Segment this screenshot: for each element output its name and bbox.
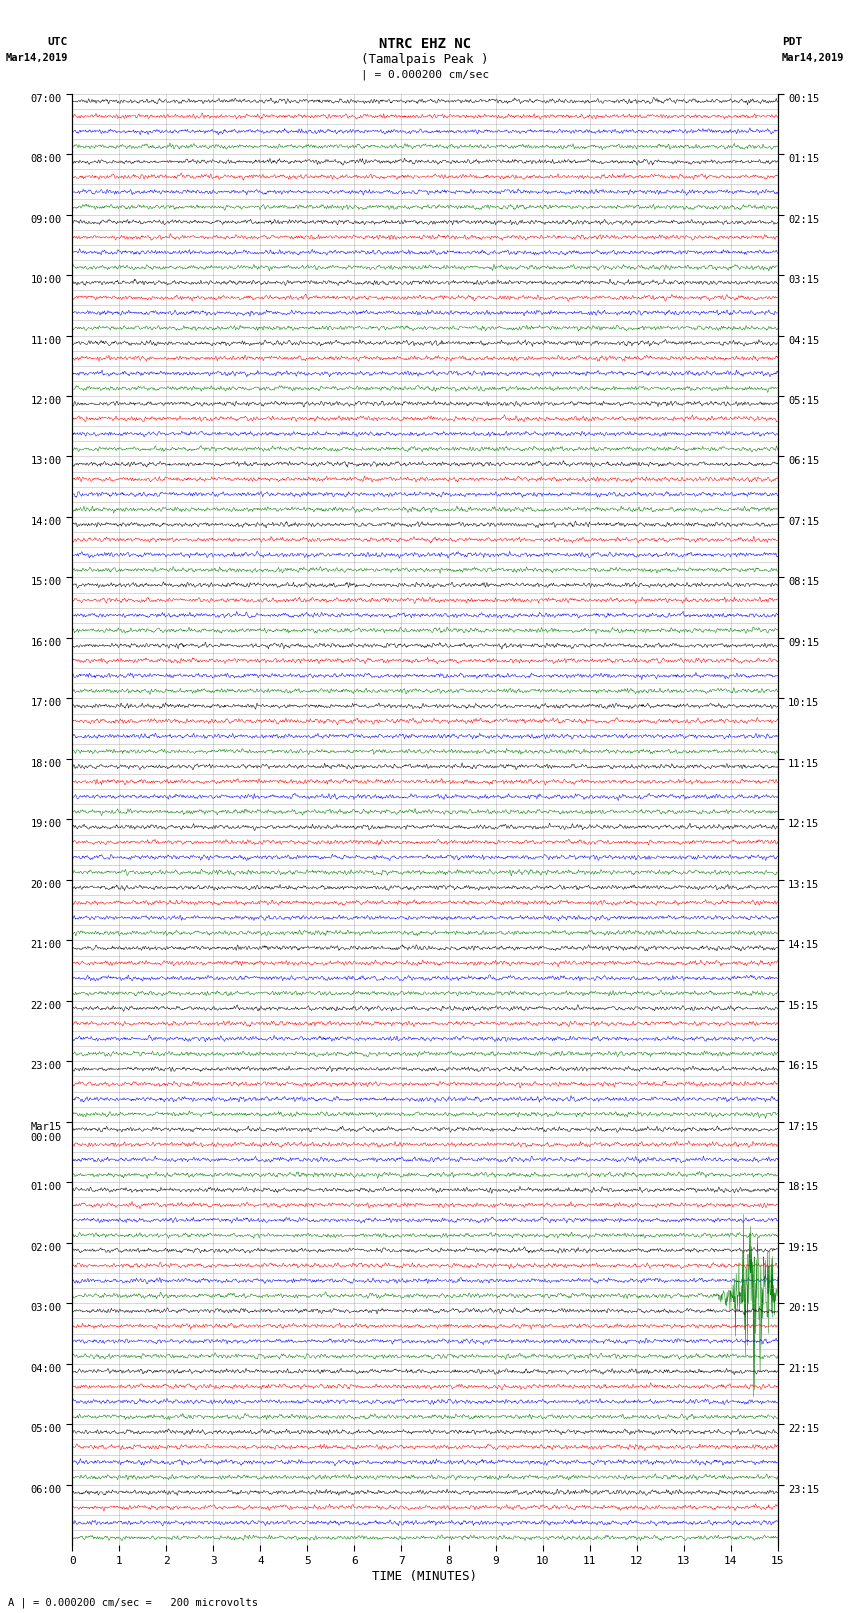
Text: PDT: PDT	[782, 37, 802, 47]
Text: | = 0.000200 cm/sec: | = 0.000200 cm/sec	[361, 69, 489, 81]
Text: UTC: UTC	[48, 37, 68, 47]
Text: Mar14,2019: Mar14,2019	[5, 53, 68, 63]
Text: NTRC EHZ NC: NTRC EHZ NC	[379, 37, 471, 52]
X-axis label: TIME (MINUTES): TIME (MINUTES)	[372, 1569, 478, 1582]
Text: (Tamalpais Peak ): (Tamalpais Peak )	[361, 53, 489, 66]
Text: Mar14,2019: Mar14,2019	[782, 53, 845, 63]
Text: A | = 0.000200 cm/sec =   200 microvolts: A | = 0.000200 cm/sec = 200 microvolts	[8, 1597, 258, 1608]
